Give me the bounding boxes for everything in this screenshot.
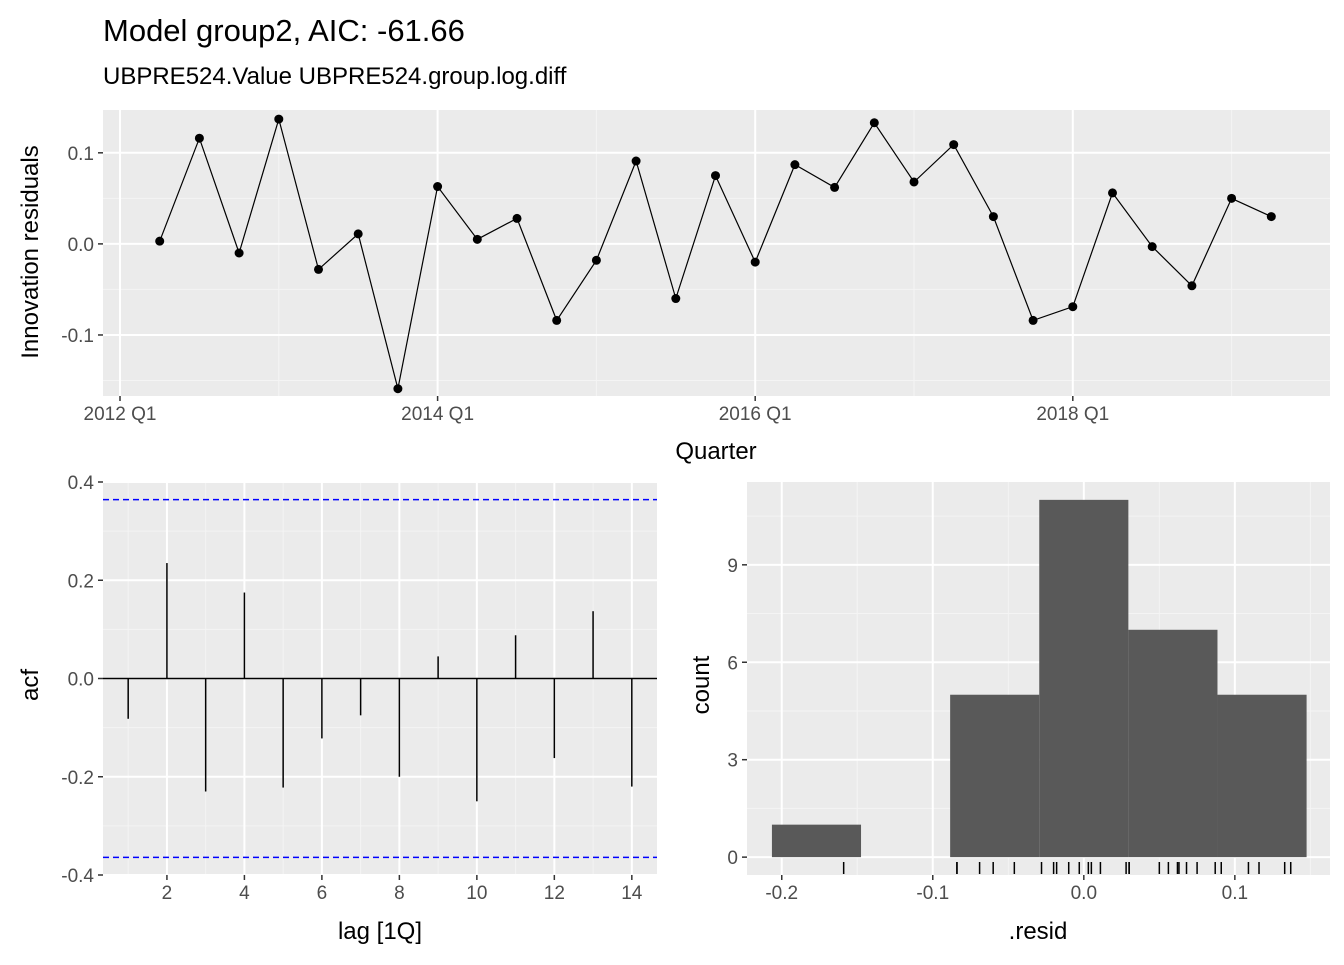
residual-point [1187,281,1197,291]
histogram-bar [950,694,1040,858]
residuals-ylabel: Innovation residuals [17,145,44,358]
residual-point [631,156,641,166]
y-tick-label: 3 [727,751,738,772]
residual-point [393,384,403,394]
residual-point [234,248,244,258]
histogram-bar [771,824,862,858]
x-tick-label: -0.2 [765,883,798,904]
y-tick-label: -0.1 [61,326,94,347]
x-tick-label: 12 [544,883,565,904]
residual-point [155,236,165,246]
figure-subtitle: UBPRE524.Value UBPRE524.group.log.diff [103,63,567,90]
histogram-bar [1039,499,1129,858]
y-tick-label: 6 [727,653,738,674]
residual-point [1227,193,1237,203]
acf-ylabel: acf [17,669,44,701]
figure-title: Model group2, AIC: -61.66 [103,13,465,48]
residual-point [1266,212,1276,222]
residuals-xlabel: Quarter [675,438,756,465]
residual-point [671,294,681,304]
y-tick-label: 9 [727,556,738,577]
x-tick-label: 6 [317,883,328,904]
residual-point [909,177,919,187]
x-tick-label: 2016 Q1 [719,404,792,425]
x-tick-label: 2018 Q1 [1036,404,1109,425]
y-tick-label: -0.2 [61,768,94,789]
y-tick-label: -0.4 [61,866,94,887]
residual-point [869,118,879,128]
x-tick-label: 2014 Q1 [401,404,474,425]
y-tick-label: 0.1 [68,144,94,165]
x-tick-label: -0.1 [916,883,949,904]
residual-point [1068,302,1078,312]
panel-background [103,110,1330,396]
y-tick-label: 0.0 [68,235,94,256]
x-tick-label: 0.1 [1222,883,1248,904]
histogram-bar [1217,694,1307,858]
residual-point [552,315,562,325]
residual-point [512,213,522,223]
residual-point [433,182,443,192]
y-tick-label: 0.2 [68,571,94,592]
residual-point [1028,315,1038,325]
residual-point [949,140,959,150]
residual-point [790,160,800,170]
x-tick-label: 14 [621,883,643,904]
histogram-panel: 0 3 6 9 -0.2 -0.1 0.0 0.1 [727,482,1330,904]
y-tick-label: 0.0 [68,670,94,691]
residual-point [711,171,720,181]
y-tick-label: 0.4 [68,473,95,494]
x-tick-label: 10 [466,883,487,904]
residual-point [988,212,998,222]
x-tick-label: 8 [394,883,405,904]
histogram-xlabel: .resid [1009,918,1068,945]
residual-point [274,114,284,124]
residual-point [750,257,760,267]
residual-point [1108,188,1117,198]
residual-point [830,182,840,192]
x-tick-label: 2012 Q1 [84,404,157,425]
residual-point [591,255,601,265]
histogram-bar [1128,629,1218,858]
histogram-ylabel: count [688,655,715,714]
acf-panel: -0.4 -0.2 0.0 0.2 0.4 2 4 6 8 10 12 14 [61,473,657,904]
residuals-panel: -0.1 0.0 0.1 2012 Q1 2014 Q1 2016 Q1 2018 Q1 [61,110,1330,425]
y-tick-label: 0 [727,848,738,869]
x-tick-label: 4 [239,883,250,904]
residual-point [353,229,363,239]
residual-point [194,133,204,143]
residual-point [472,234,482,244]
x-tick-label: 0.0 [1071,883,1097,904]
residual-point [1147,242,1157,252]
x-tick-label: 2 [162,883,173,904]
residual-point [314,264,323,274]
acf-xlabel: lag [1Q] [338,918,422,945]
